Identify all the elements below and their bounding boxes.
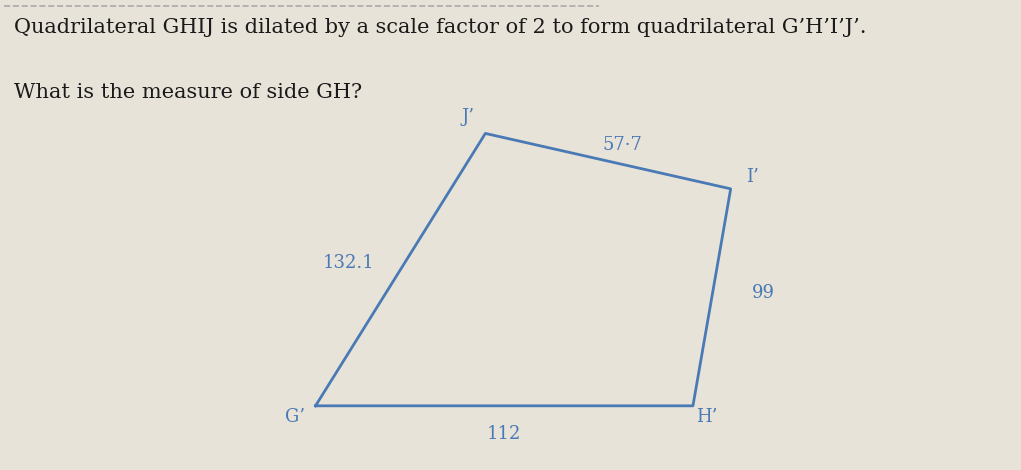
Text: J’: J’ xyxy=(461,108,475,126)
Text: I’: I’ xyxy=(746,168,759,186)
Text: Quadrilateral GHIJ is dilated by a scale factor of 2 to form quadrilateral G’H’I: Quadrilateral GHIJ is dilated by a scale… xyxy=(13,18,866,37)
Text: 99: 99 xyxy=(752,284,775,302)
Text: 57·7: 57·7 xyxy=(602,136,642,154)
Text: 112: 112 xyxy=(487,424,522,443)
Text: G’: G’ xyxy=(285,408,305,426)
Text: 132.1: 132.1 xyxy=(323,254,375,272)
Text: H’: H’ xyxy=(696,408,718,426)
Text: What is the measure of side GH?: What is the measure of side GH? xyxy=(13,83,361,102)
